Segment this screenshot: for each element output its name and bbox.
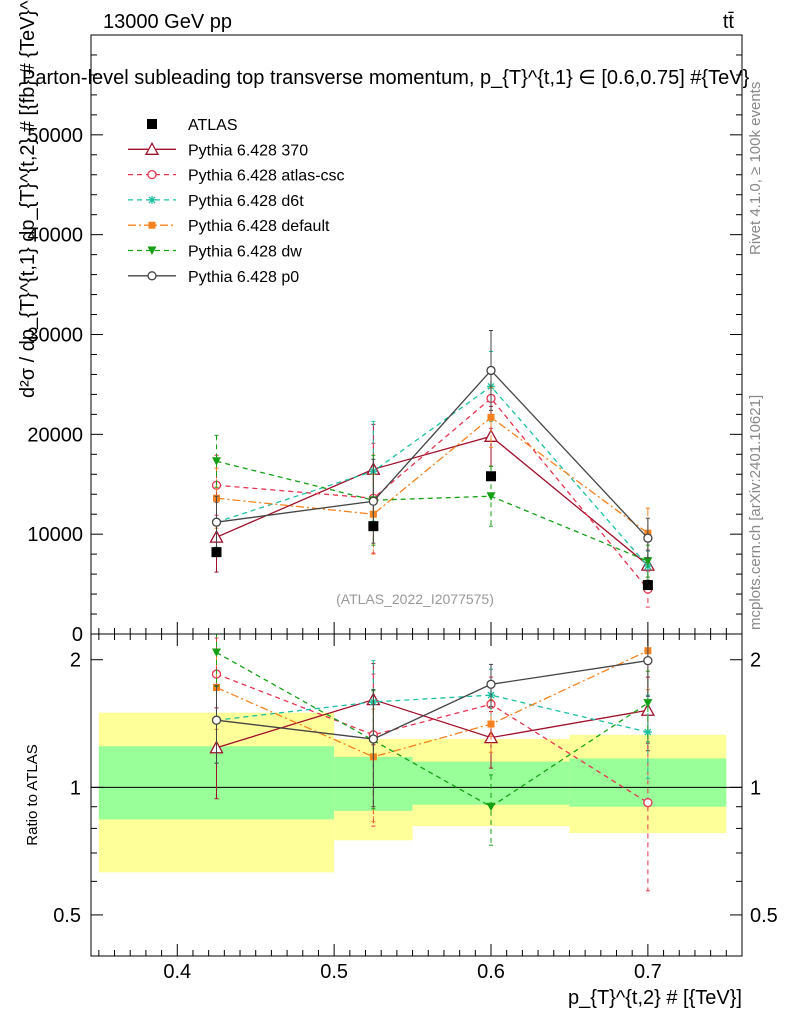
rivet-version-label: Rivet 4.1.0, ≥ 100k events — [747, 82, 764, 255]
ratio-series-line — [216, 651, 649, 808]
y-tick-label: 20000 — [27, 424, 83, 446]
series-point — [486, 365, 496, 376]
analysis-annotation: (ATLAS_2022_I2077575) — [336, 591, 494, 607]
legend-marker — [148, 221, 156, 229]
ratio-series-line — [216, 660, 648, 740]
legend-entry-4: Pythia 6.428 dw — [128, 244, 302, 261]
legend-entry-0: Pythia 6.428 370 — [128, 141, 308, 159]
legend-entry-1: Pythia 6.428 atlas-csc — [128, 168, 345, 185]
legend-label: Pythia 6.428 370 — [188, 142, 308, 159]
axis-ticks — [91, 34, 743, 956]
series-point — [486, 492, 496, 501]
ratio-panel-series — [209, 634, 655, 892]
series-line — [216, 397, 649, 590]
legend-label: Pythia 6.428 atlas-csc — [188, 168, 345, 185]
ratio-point — [211, 715, 222, 725]
legend: ATLAS Pythia 6.428 370 Pythia 6.428 atlas-… — [128, 117, 345, 286]
x-axis-label: p_{T}^{t,2} # [{TeV}] — [568, 987, 742, 1009]
ratio-panel-frame — [90, 633, 743, 957]
ratio-point — [486, 802, 496, 812]
series-point — [487, 413, 495, 421]
legend-label: ATLAS — [188, 117, 238, 134]
axis-tick-labels: 0 10000 20000 30000 40000 50000 0.4 0.5 0.6 0.7 0.… — [27, 125, 777, 983]
y-tick-label: 40000 — [27, 225, 83, 247]
ratio-series-line — [216, 694, 649, 733]
energy-label: 13000 GeV pp — [103, 11, 232, 33]
legend-label: Pythia 6.428 dw — [188, 244, 302, 261]
series-point — [643, 557, 653, 566]
legend-marker — [147, 271, 157, 281]
x-tick-label: 0.4 — [163, 961, 191, 983]
legend-marker — [147, 169, 157, 180]
y-tick-label: 30000 — [27, 325, 83, 347]
ratio-point — [643, 798, 653, 808]
legend-entry-5: Pythia 6.428 p0 — [128, 269, 299, 286]
x-tick-label: 0.5 — [320, 961, 348, 983]
legend-marker — [147, 119, 157, 129]
main-panel-series — [209, 330, 655, 608]
series-point — [211, 457, 221, 466]
x-tick-label: 0.6 — [477, 961, 505, 983]
series-3 — [212, 386, 652, 559]
series-line — [216, 385, 649, 567]
ratio-series-line — [216, 673, 649, 804]
atlas-data-point — [368, 521, 379, 532]
series-point — [643, 533, 653, 543]
legend-entry-atlas: ATLAS — [147, 117, 238, 134]
ratio-point — [643, 656, 653, 666]
y-tick-label: 0 — [72, 624, 83, 646]
ratio-point — [368, 734, 379, 744]
atlas-data-point — [486, 471, 497, 482]
ratio-point — [643, 699, 653, 708]
series-point — [211, 517, 222, 527]
legend-entry-3: Pythia 6.428 default — [128, 218, 330, 235]
ratio-y-tick-label: 0.5 — [53, 905, 81, 927]
ratio-point — [487, 720, 495, 728]
y-tick-label: 50000 — [27, 125, 83, 147]
series-line — [216, 416, 649, 534]
legend-marker — [148, 195, 156, 204]
atlas-data-points — [211, 471, 653, 591]
series-4 — [211, 434, 653, 578]
series-line — [216, 435, 649, 566]
series-5 — [211, 330, 653, 559]
y-axis-label: d²σ / dp_{T}^{t,1} dp_{T}^{t,2} # [{fb} … — [17, 0, 39, 398]
series-point — [368, 496, 379, 506]
y-tick-label: 10000 — [27, 524, 83, 546]
ratio-y-tick-label: 1 — [70, 777, 81, 799]
ratio-y-tick-label-right: 1 — [750, 777, 761, 799]
ratio-series-line — [216, 650, 649, 758]
ratio-uncertainty-bands — [98, 712, 727, 873]
process-label: tt̄ — [723, 11, 735, 33]
series-2 — [212, 350, 652, 582]
legend-label: Pythia 6.428 p0 — [188, 269, 299, 286]
ratio-point — [211, 648, 221, 658]
legend-marker — [144, 141, 160, 155]
chart-title: Parton-level subleading top transverse m… — [22, 67, 750, 89]
ratio-point — [486, 679, 496, 689]
ratio-series-4 — [211, 634, 653, 846]
atlas-data-point — [642, 580, 653, 591]
series-line — [216, 460, 649, 562]
series-line — [216, 369, 649, 539]
ratio-y-tick-label-right: 2 — [750, 650, 761, 672]
atlas-data-point — [211, 547, 222, 558]
legend-label: Pythia 6.428 default — [188, 218, 330, 235]
legend-marker — [147, 246, 157, 255]
ratio-series-line — [216, 698, 648, 749]
legend-label: Pythia 6.428 d6t — [188, 193, 304, 210]
series-0 — [209, 405, 655, 581]
ratio-y-tick-label: 2 — [70, 650, 81, 672]
legend-entry-2: Pythia 6.428 d6t — [128, 193, 304, 210]
ratio-point — [643, 728, 652, 737]
ratio-y-tick-label-right: 0.5 — [750, 905, 778, 927]
ratio-axis-label: Ratio to ATLAS — [24, 744, 41, 845]
x-tick-label: 0.7 — [634, 961, 662, 983]
mcplots-source-label: mcplots.cern.ch [arXiv:2401.10621] — [747, 395, 764, 630]
